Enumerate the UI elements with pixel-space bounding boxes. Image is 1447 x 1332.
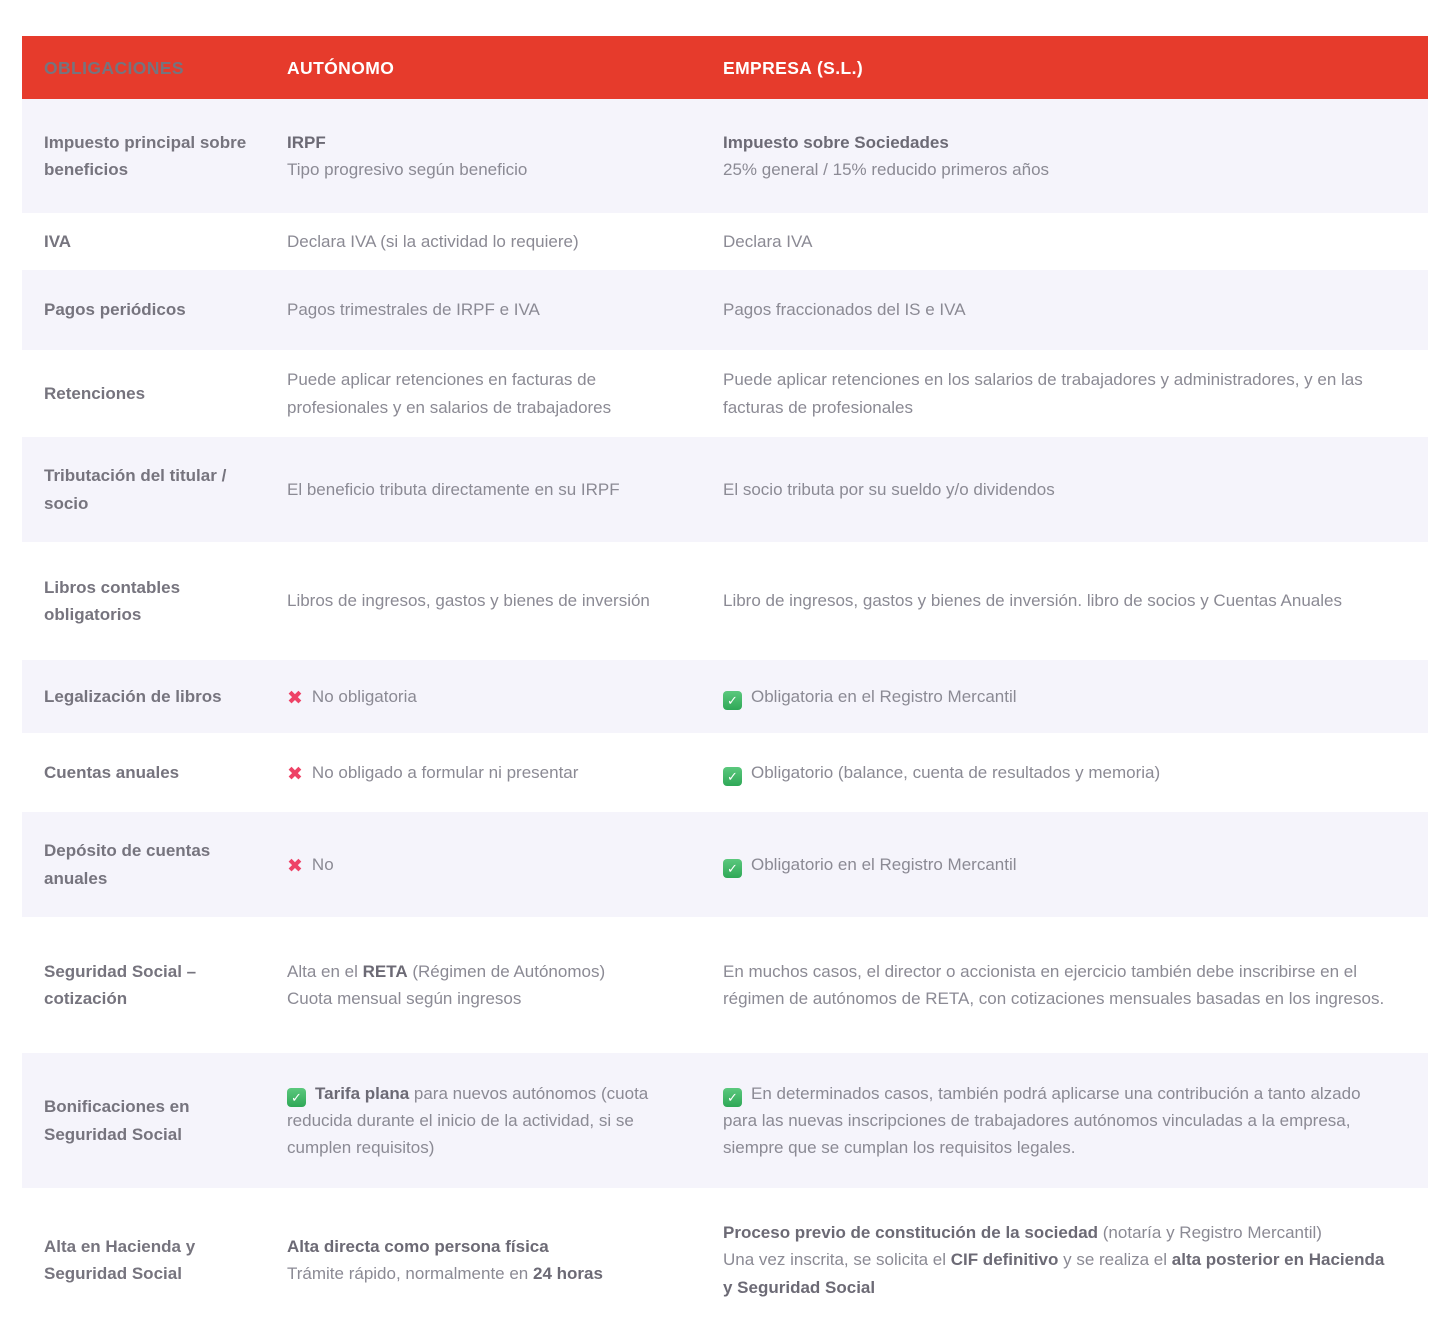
table-row: Seguridad Social – cotización Alta en el… (22, 917, 1428, 1053)
empresa-cell: ✓ En determinados casos, también podrá ap… (723, 1083, 1361, 1158)
row-label: Depósito de cuentas anuales (44, 841, 211, 888)
table-row: Cuentas anuales ✖ No obligado a formular … (22, 733, 1428, 812)
check-icon: ✓ (723, 858, 742, 878)
empresa-cell: ✓ Obligatorio (balance, cuenta de resulta… (723, 745, 1428, 800)
empresa-cell: ✓ Obligatorio en el Registro Mercantil (723, 837, 1428, 892)
autonomo-cell: Puede aplicar retenciones en facturas de… (287, 370, 612, 417)
empresa-cell: Puede aplicar retenciones en los salario… (723, 370, 1363, 417)
empresa-cell: Impuesto sobre Sociedades 25% general / 1… (723, 132, 1050, 179)
autonomo-cell: Declara IVA (si la actividad lo requiere… (287, 231, 579, 251)
row-label: Pagos periódicos (44, 300, 186, 320)
autonomo-cell: ✓ Tarifa plana para nuevos autónomos (cuo… (287, 1083, 649, 1158)
empresa-cell: El socio tributa por su sueldo y/o divid… (723, 479, 1055, 499)
empresa-cell: Proceso previo de constitución de la soc… (723, 1223, 1385, 1297)
autonomo-cell: Libros de ingresos, gastos y bienes de i… (287, 591, 650, 611)
empresa-cell: ✓ Obligatoria en el Registro Mercantil (723, 669, 1428, 724)
empresa-cell: Libro de ingresos, gastos y bienes de in… (723, 591, 1342, 611)
check-icon: ✓ (723, 766, 742, 786)
comparison-table: OBLIGACIONES AUTÓNOMO EMPRESA (S.L.) Imp… (22, 36, 1428, 1332)
check-icon: ✓ (723, 690, 742, 710)
empresa-cell: En muchos casos, el director o accionist… (723, 961, 1385, 1008)
autonomo-cell: Pagos trimestrales de IRPF e IVA (287, 300, 540, 320)
header-obligaciones: OBLIGACIONES (44, 57, 184, 78)
cross-icon: ✖ (287, 687, 303, 709)
row-label: Bonificaciones en Seguridad Social (44, 1097, 190, 1144)
cross-icon: ✖ (287, 763, 303, 785)
autonomo-cell: Alta en el RETA (Régimen de Autónomos) Cu… (287, 961, 606, 1008)
header-empresa: EMPRESA (S.L.) (723, 57, 864, 78)
check-icon: ✓ (723, 1087, 742, 1107)
autonomo-cell: El beneficio tributa directamente en su … (287, 479, 620, 499)
row-label: Cuentas anuales (44, 762, 180, 782)
header-autonomo: AUTÓNOMO (287, 57, 395, 78)
row-label: IVA (44, 231, 72, 251)
row-label: Legalización de libros (44, 686, 222, 706)
autonomo-cell: Alta directa como persona física Trámite … (287, 1236, 603, 1283)
table-row: Retenciones Puede aplicar retenciones en… (22, 350, 1428, 437)
empresa-cell: Declara IVA (723, 231, 813, 251)
table-row: IVA Declara IVA (si la actividad lo requ… (22, 213, 1428, 270)
table-body: Impuesto principal sobre beneficios IRPF… (22, 99, 1428, 1332)
table-row: Tributación del titular / socio El benef… (22, 437, 1428, 542)
row-label: Seguridad Social – cotización (44, 961, 197, 1008)
table-row: Bonificaciones en Seguridad Social ✓ Tari… (22, 1053, 1428, 1188)
table-row: Legalización de libros ✖ No obligatoria ✓… (22, 660, 1428, 733)
row-label: Libros contables obligatorios (44, 577, 181, 624)
autonomo-cell: ✖ No (287, 854, 334, 877)
autonomo-cell: ✖ No obligado a formular ni presentar (287, 762, 579, 785)
table-row: Depósito de cuentas anuales ✖ No ✓ Obligat… (22, 812, 1428, 917)
table-row: Impuesto principal sobre beneficios IRPF… (22, 99, 1428, 213)
table-row: Pagos periódicos Pagos trimestrales de I… (22, 270, 1428, 350)
row-label: Retenciones (44, 383, 146, 403)
table-row: Libros contables obligatorios Libros de … (22, 542, 1428, 660)
row-label: Tributación del titular / socio (44, 466, 227, 513)
cross-icon: ✖ (287, 855, 303, 877)
table-row: Alta en Hacienda y Seguridad Social Alta… (22, 1188, 1428, 1332)
row-label: Alta en Hacienda y Seguridad Social (44, 1236, 196, 1283)
row-label: Impuesto principal sobre beneficios (44, 132, 247, 179)
autonomo-cell: IRPF Tipo progresivo según beneficio (287, 132, 528, 179)
table-header: OBLIGACIONES AUTÓNOMO EMPRESA (S.L.) (22, 36, 1428, 99)
check-icon: ✓ (287, 1087, 306, 1107)
autonomo-cell: ✖ No obligatoria (287, 686, 417, 709)
empresa-cell: Pagos fraccionados del IS e IVA (723, 300, 966, 320)
